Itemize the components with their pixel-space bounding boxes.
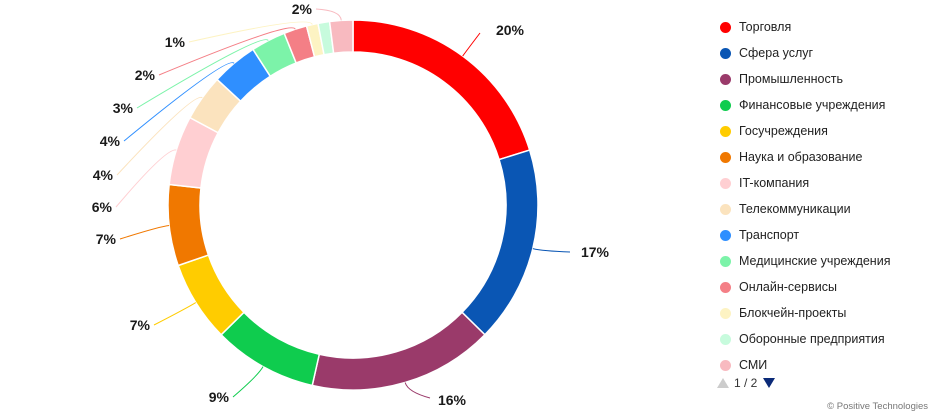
- data-label-11: 2%: [135, 67, 156, 83]
- legend-marker: [720, 47, 731, 59]
- data-label-2: 17%: [581, 244, 610, 260]
- legend-marker: [720, 99, 731, 111]
- slice-1[interactable]: [352, 19, 531, 161]
- legend-pager: 1 / 2: [717, 376, 776, 390]
- legend-item[interactable]: Госучреждения: [720, 118, 930, 144]
- legend: Торговля Сфера услуг Промышленность Финансо…: [720, 14, 930, 378]
- slice-5[interactable]: [177, 254, 246, 336]
- legend-label: Торговля: [739, 20, 792, 34]
- data-label-6: 7%: [96, 231, 117, 247]
- legend-label: Сфера услуг: [739, 46, 814, 60]
- data-label-12: 1%: [165, 34, 186, 50]
- leader-line-10: [136, 39, 269, 109]
- legend-item[interactable]: Блокчейн-проекты: [720, 300, 930, 326]
- legend-item[interactable]: СМИ: [720, 352, 930, 378]
- legend-marker: [720, 255, 731, 267]
- legend-marker: [720, 307, 731, 319]
- slice-6[interactable]: [167, 183, 210, 267]
- legend-label: Блокчейн-проекты: [739, 306, 847, 320]
- legend-item[interactable]: Торговля: [720, 14, 930, 40]
- legend-marker: [720, 21, 731, 33]
- legend-item[interactable]: Наука и образование: [720, 144, 930, 170]
- pager-label: 1 / 2: [734, 376, 758, 390]
- legend-label: Наука и образование: [739, 150, 863, 164]
- legend-label: Телекоммуникации: [739, 202, 851, 216]
- legend-item[interactable]: Транспорт: [720, 222, 930, 248]
- leader-line-5: [153, 302, 197, 326]
- legend-item[interactable]: Телекоммуникации: [720, 196, 930, 222]
- leader-line-8: [116, 96, 203, 176]
- legend-item[interactable]: Финансовые учреждения: [720, 92, 930, 118]
- slice-4[interactable]: [220, 311, 321, 387]
- legend-marker: [720, 203, 731, 215]
- legend-label: Финансовые учреждения: [739, 98, 886, 112]
- legend-label: IT-компания: [739, 176, 810, 190]
- legend-item[interactable]: Оборонные предприятия: [720, 326, 930, 352]
- leader-line-12: [188, 21, 313, 43]
- legend-item[interactable]: Онлайн-сервисы: [720, 274, 930, 300]
- legend-label: СМИ: [739, 358, 768, 372]
- legend-marker: [720, 125, 731, 137]
- data-label-9: 4%: [100, 133, 121, 149]
- legend-item[interactable]: IT-компания: [720, 170, 930, 196]
- legend-label: Госучреждения: [739, 124, 828, 138]
- pager-up-icon[interactable]: [717, 378, 729, 388]
- legend-item[interactable]: Сфера услуг: [720, 40, 930, 66]
- legend-item[interactable]: Промышленность: [720, 66, 930, 92]
- leader-line-4: [232, 366, 264, 398]
- data-label-3: 16%: [438, 392, 467, 408]
- data-label-5: 7%: [130, 317, 151, 333]
- leader-line-9: [123, 62, 235, 142]
- slice-3[interactable]: [311, 311, 486, 391]
- legend-label: Медицинские учреждения: [739, 254, 891, 268]
- legend-marker: [720, 229, 731, 241]
- legend-marker: [720, 333, 731, 345]
- pager-down-icon[interactable]: [763, 378, 776, 388]
- legend-item[interactable]: Медицинские учреждения: [720, 248, 930, 274]
- leader-line-2: [532, 248, 571, 253]
- leader-line-6: [119, 225, 170, 240]
- data-label-8: 4%: [93, 167, 114, 183]
- legend-label: Оборонные предприятия: [739, 332, 885, 346]
- data-label-14: 2%: [292, 1, 313, 17]
- legend-label: Промышленность: [739, 72, 843, 86]
- legend-marker: [720, 177, 731, 189]
- legend-label: Онлайн-сервисы: [739, 280, 837, 294]
- leader-line-14: [315, 8, 342, 21]
- data-label-10: 3%: [113, 100, 134, 116]
- legend-marker: [720, 73, 731, 85]
- leader-line-11: [158, 27, 296, 76]
- leader-line-7: [115, 149, 177, 208]
- copyright: © Positive Technologies: [827, 401, 928, 412]
- data-label-4: 9%: [209, 389, 230, 405]
- data-label-7: 6%: [92, 199, 113, 215]
- leader-line-3: [404, 382, 431, 399]
- legend-marker: [720, 359, 731, 371]
- legend-marker: [720, 281, 731, 293]
- leader-line-1: [462, 32, 481, 57]
- data-label-1: 20%: [496, 22, 525, 38]
- slice-14[interactable]: [328, 19, 354, 55]
- legend-marker: [720, 151, 731, 163]
- slice-2[interactable]: [460, 149, 539, 336]
- legend-label: Транспорт: [739, 228, 800, 242]
